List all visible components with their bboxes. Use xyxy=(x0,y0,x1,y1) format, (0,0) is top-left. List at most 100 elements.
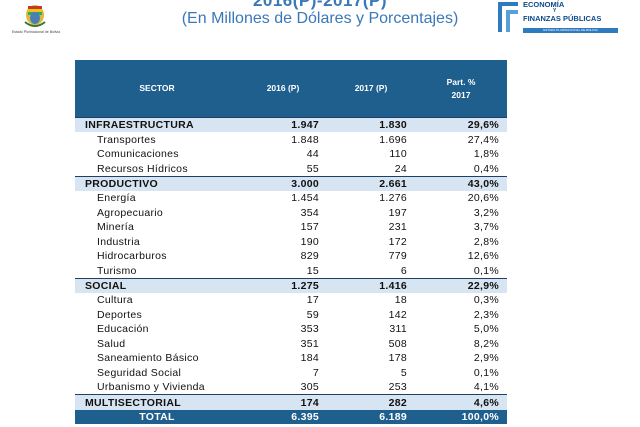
value-2016-cell: 174 xyxy=(239,394,327,410)
participation-cell: 12,6% xyxy=(467,250,499,263)
value-2017-cell: 508 xyxy=(388,337,407,350)
participation-cell: 3,2% xyxy=(473,206,499,219)
sector-cell: Seguridad Social xyxy=(97,366,182,379)
sector-cell: Agropecuario xyxy=(97,206,164,219)
value-2016-cell: 17 xyxy=(306,294,319,307)
column-header-2017: 2017 (P) xyxy=(327,60,415,118)
value-2016-cell: 1.947 xyxy=(239,117,327,133)
sector-cell: TOTAL xyxy=(75,409,239,424)
sector-cell: Salud xyxy=(97,337,126,350)
participation-cell: 22,9% xyxy=(415,277,507,294)
seal-caption: Estado Plurinacional de Bolivia xyxy=(11,30,61,34)
value-2016-cell: 829 xyxy=(300,250,319,263)
value-2016-cell: 59 xyxy=(306,308,319,321)
value-2017-cell: 197 xyxy=(388,206,407,219)
value-2016-cell: 3.000 xyxy=(239,175,327,192)
participation-cell: 2,8% xyxy=(473,235,499,248)
table-header-row: SECTOR 2016 (P) 2017 (P) Part. % 2017 xyxy=(75,60,507,118)
participation-cell: 3,7% xyxy=(473,221,499,234)
value-2017-cell: 172 xyxy=(388,235,407,248)
sector-cell: Recursos Hídricos xyxy=(97,162,188,175)
table-row: Energía 1.454 1.276 20,6% xyxy=(75,191,507,205)
value-2017-cell: 1.830 xyxy=(327,117,415,133)
participation-cell: 29,6% xyxy=(415,117,507,133)
column-header-sector: SECTOR xyxy=(75,60,239,118)
column-header-2016: 2016 (P) xyxy=(239,60,327,118)
value-2016-cell: 353 xyxy=(300,323,319,336)
value-2016-cell: 1.848 xyxy=(291,133,319,146)
table-row: Deportes 59 142 2,3% xyxy=(75,308,507,322)
group-row: MULTISECTORIAL 174 282 4,6% xyxy=(75,394,507,410)
value-2017-cell: 253 xyxy=(388,381,407,394)
value-2017-cell: 18 xyxy=(394,294,407,307)
sector-cell: Deportes xyxy=(97,308,143,321)
table-body: INFRAESTRUCTURA 1.947 1.830 29,6% Transporte… xyxy=(75,117,507,424)
participation-cell: 2,9% xyxy=(473,352,499,365)
sector-cell: Saneamiento Básico xyxy=(97,352,199,365)
sector-cell: Turismo xyxy=(97,264,137,277)
value-2016-cell: 6.395 xyxy=(239,409,327,424)
sector-cell: Minería xyxy=(97,221,135,234)
participation-cell: 20,6% xyxy=(467,192,499,205)
group-row: PRODUCTIVO 3.000 2.661 43,0% xyxy=(75,175,507,192)
value-2017-cell: 24 xyxy=(394,162,407,175)
participation-cell: 27,4% xyxy=(467,133,499,146)
value-2017-cell: 231 xyxy=(388,221,407,234)
participation-cell: 4,6% xyxy=(415,394,507,410)
table-row: Comunicaciones 44 110 1,8% xyxy=(75,147,507,161)
value-2016-cell: 7 xyxy=(312,366,319,379)
value-2016-cell: 1.454 xyxy=(291,192,319,205)
participation-cell: 5,0% xyxy=(473,323,499,336)
group-row: SOCIAL 1.275 1.416 22,9% xyxy=(75,277,507,294)
participation-cell: 0,3% xyxy=(473,294,499,307)
sector-cell: Urbanismo y Vivienda xyxy=(97,381,205,394)
participation-cell: 43,0% xyxy=(415,175,507,192)
participation-cell: 1,8% xyxy=(473,148,499,161)
value-2016-cell: 351 xyxy=(300,337,319,350)
participation-cell: 0,1% xyxy=(473,366,499,379)
part-header-text: Part. % 2017 xyxy=(446,76,476,100)
table-row: Transportes 1.848 1.696 27,4% xyxy=(75,132,507,146)
table-row: Cultura 17 18 0,3% xyxy=(75,293,507,307)
value-2017-cell: 5 xyxy=(400,366,407,379)
sector-cell: Cultura xyxy=(97,294,133,307)
ministry-band: ESTADO PLURINACIONAL DE BOLIVIA xyxy=(523,28,618,33)
ministry-logo xyxy=(498,2,518,32)
value-2017-cell: 2.661 xyxy=(327,175,415,192)
participation-cell: 0,4% xyxy=(473,162,499,175)
sector-cell: Transportes xyxy=(97,133,156,146)
value-2016-cell: 44 xyxy=(306,148,319,161)
sector-cell: Hidrocarburos xyxy=(97,250,167,263)
sector-cell: Industria xyxy=(97,235,140,248)
table-row: Urbanismo y Vivienda 305 253 4,1% xyxy=(75,380,507,395)
slide-subtitle: (En Millones de Dólares y Porcentajes) xyxy=(181,10,459,27)
table-row: Agropecuario 354 197 3,2% xyxy=(75,206,507,220)
slide-title: 2016(P)-2017(P) xyxy=(252,0,388,10)
value-2017-cell: 1.276 xyxy=(379,192,407,205)
table-row: Saneamiento Básico 184 178 2,9% xyxy=(75,351,507,365)
table-row: Educación 353 311 5,0% xyxy=(75,322,507,336)
participation-cell: 0,1% xyxy=(473,264,499,277)
participation-cell: 100,0% xyxy=(415,409,507,424)
value-2017-cell: 311 xyxy=(389,323,407,336)
sector-cell: Comunicaciones xyxy=(97,148,179,161)
value-2016-cell: 354 xyxy=(300,206,319,219)
table-row: Minería 157 231 3,7% xyxy=(75,220,507,234)
total-row: TOTAL 6.395 6.189 100,0% xyxy=(75,409,507,424)
table-row: Salud 351 508 8,2% xyxy=(75,337,507,351)
value-2017-cell: 779 xyxy=(388,250,407,263)
participation-cell: 4,1% xyxy=(473,381,499,394)
value-2017-cell: 1.416 xyxy=(327,277,415,294)
value-2017-cell: 1.696 xyxy=(379,133,407,146)
value-2016-cell: 15 xyxy=(306,264,319,277)
sector-cell: Educación xyxy=(97,323,149,336)
investment-table: SECTOR 2016 (P) 2017 (P) Part. % 2017 IN… xyxy=(75,60,507,424)
value-2016-cell: 305 xyxy=(300,381,319,394)
value-2017-cell: 142 xyxy=(388,308,407,321)
ministry-line-1: ECONOMÍA xyxy=(523,0,565,9)
ministry-line-3: FINANZAS PÚBLICAS xyxy=(523,14,602,23)
table-row: Turismo 15 6 0,1% xyxy=(75,263,507,278)
value-2016-cell: 190 xyxy=(300,235,319,248)
value-2017-cell: 110 xyxy=(389,148,407,161)
value-2017-cell: 282 xyxy=(327,394,415,410)
